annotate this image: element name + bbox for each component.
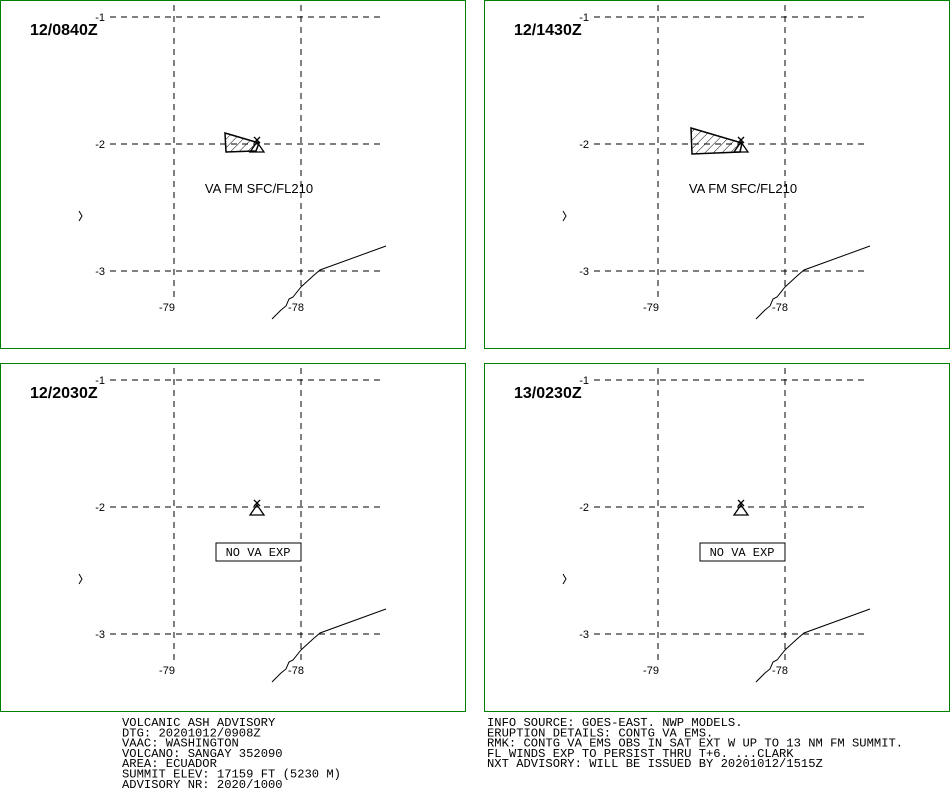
coastline <box>271 608 387 683</box>
advisory-line: VOLCANO: SANGAY 352090 <box>122 748 283 761</box>
longitude-label: -79 <box>643 665 659 677</box>
advisory-line: ADVISORY NR: 2020/1000 <box>122 779 283 792</box>
latitude-label: -3 <box>95 266 105 278</box>
coastline <box>562 210 567 222</box>
valid-time-title: 13/0230Z <box>514 385 582 402</box>
longitude-label: -78 <box>288 665 304 677</box>
volcano-icon <box>732 136 750 153</box>
latitude-label: -1 <box>95 375 105 387</box>
advisory-line: INFO SOURCE: GOES-EAST. NWP MODELS. <box>487 717 743 730</box>
valid-time-title: 12/0840Z <box>30 22 98 39</box>
ash-forecast-label: VA FM SFC/FL210 <box>689 181 797 196</box>
advisory-line: RMK: CONTG VA EMS OBS IN SAT EXT W UP TO… <box>487 738 903 751</box>
advisory-line: NXT ADVISORY: WILL BE ISSUED BY 20201012… <box>487 758 823 771</box>
latitude-label: -2 <box>579 139 589 151</box>
latitude-label: -1 <box>579 12 589 24</box>
longitude-label: -79 <box>159 665 175 677</box>
latitude-label: -2 <box>579 502 589 514</box>
coastline <box>78 573 83 585</box>
ash-cloud-area <box>224 131 260 153</box>
coastline <box>78 210 83 222</box>
latitude-label: -3 <box>579 266 589 278</box>
advisory-details-block: INFO SOURCE: GOES-EAST. NWP MODELS.ERUPT… <box>487 717 903 771</box>
ash-forecast-label: NO VA EXP <box>710 546 775 560</box>
advisory-line: VAAC: WASHINGTON <box>122 738 239 751</box>
coastline <box>562 573 567 585</box>
panel-frame <box>484 0 950 349</box>
latitude-label: -2 <box>95 502 105 514</box>
map-panel: -1 -2 -3 -79 -78 12/0840Z VA FM SFC/FL210 <box>0 0 466 349</box>
panel-frame <box>484 363 950 712</box>
latitude-label: -3 <box>579 629 589 641</box>
advisory-line: DTG: 20201012/0908Z <box>122 727 261 740</box>
no-ash-box <box>699 542 786 562</box>
advisory-line: FL WINDS EXP TO PERSIST THRU T+6. ...CLA… <box>487 748 794 761</box>
longitude-label: -78 <box>772 302 788 314</box>
coastline <box>755 245 871 320</box>
latitude-label: -1 <box>579 375 589 387</box>
map-panel: -1 -2 -3 -79 -78 12/2030Z NO VA EXP <box>0 363 466 712</box>
longitude-label: -78 <box>288 302 304 314</box>
coastline <box>271 245 387 320</box>
volcano-icon <box>248 499 266 516</box>
valid-time-title: 12/1430Z <box>514 22 582 39</box>
panel-frame <box>0 363 466 712</box>
volcano-icon <box>732 499 750 516</box>
longitude-label: -79 <box>159 302 175 314</box>
map-panel: -1 -2 -3 -79 -78 12/1430Z VA FM SFC/FL210 <box>484 0 950 349</box>
coastline <box>755 608 871 683</box>
advisory-line: VOLCANIC ASH ADVISORY <box>122 717 275 730</box>
latitude-label: -2 <box>95 139 105 151</box>
ash-forecast-label: NO VA EXP <box>226 546 291 560</box>
volcano-icon <box>248 136 266 153</box>
panel-frame <box>0 0 466 349</box>
latitude-label: -1 <box>95 12 105 24</box>
valid-time-title: 12/2030Z <box>30 385 98 402</box>
advisory-line: AREA: ECUADOR <box>122 758 217 771</box>
latitude-label: -3 <box>95 629 105 641</box>
ash-forecast-label: VA FM SFC/FL210 <box>205 181 313 196</box>
ash-cloud-area <box>690 126 743 155</box>
advisory-line: SUMMIT ELEV: 17159 FT (5230 M) <box>122 769 341 782</box>
longitude-label: -78 <box>772 665 788 677</box>
longitude-label: -79 <box>643 302 659 314</box>
advisory-line: ERUPTION DETAILS: CONTG VA EMS. <box>487 727 713 740</box>
map-panel: -1 -2 -3 -79 -78 13/0230Z NO VA EXP <box>484 363 950 712</box>
no-ash-box <box>215 542 302 562</box>
